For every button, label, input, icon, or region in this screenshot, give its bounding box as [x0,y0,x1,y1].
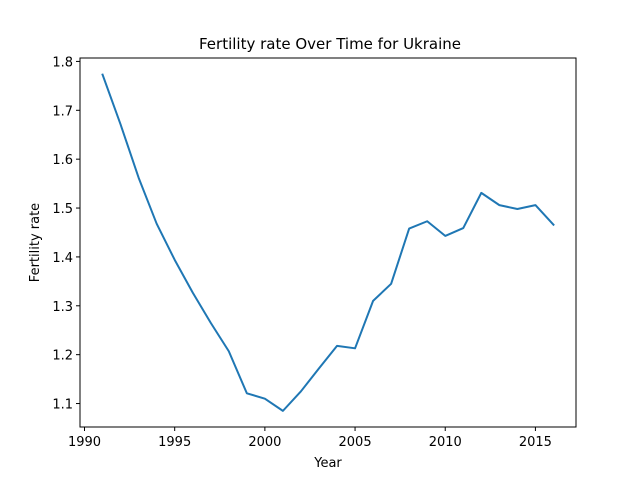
x-axis-label: Year [313,456,342,471]
x-tick-label: 2005 [339,435,372,450]
y-tick-label: 1.6 [52,153,73,168]
y-axis-label: Fertility rate [28,203,43,282]
y-tick-label: 1.8 [52,55,73,70]
y-tick-label: 1.2 [52,349,73,364]
y-tick-label: 1.1 [52,398,73,413]
y-tick-label: 1.5 [52,202,73,217]
chart-title: Fertility rate Over Time for Ukraine [199,35,461,53]
axes-frame [79,57,577,428]
x-tick-label: 2015 [519,435,552,450]
x-tick-label: 2010 [429,435,462,450]
series-layer [101,73,555,412]
fertility-rate-line [101,73,555,412]
x-tick-label: 1990 [68,435,101,450]
y-axis-ticks: 1.1 1.2 1.3 1.4 1.5 1.6 1.7 1.8 [52,55,80,413]
x-tick-label: 2000 [248,435,281,450]
x-tick-label: 1995 [158,435,191,450]
x-axis-ticks: 1990 1995 2000 2005 2010 2015 [68,427,552,450]
y-tick-label: 1.7 [52,104,73,119]
plot-area: 1990 1995 2000 2005 2010 2015 1.1 1.2 1.3 1.4 1.5… [52,55,577,450]
y-tick-label: 1.3 [52,300,73,315]
y-tick-label: 1.4 [52,251,73,266]
